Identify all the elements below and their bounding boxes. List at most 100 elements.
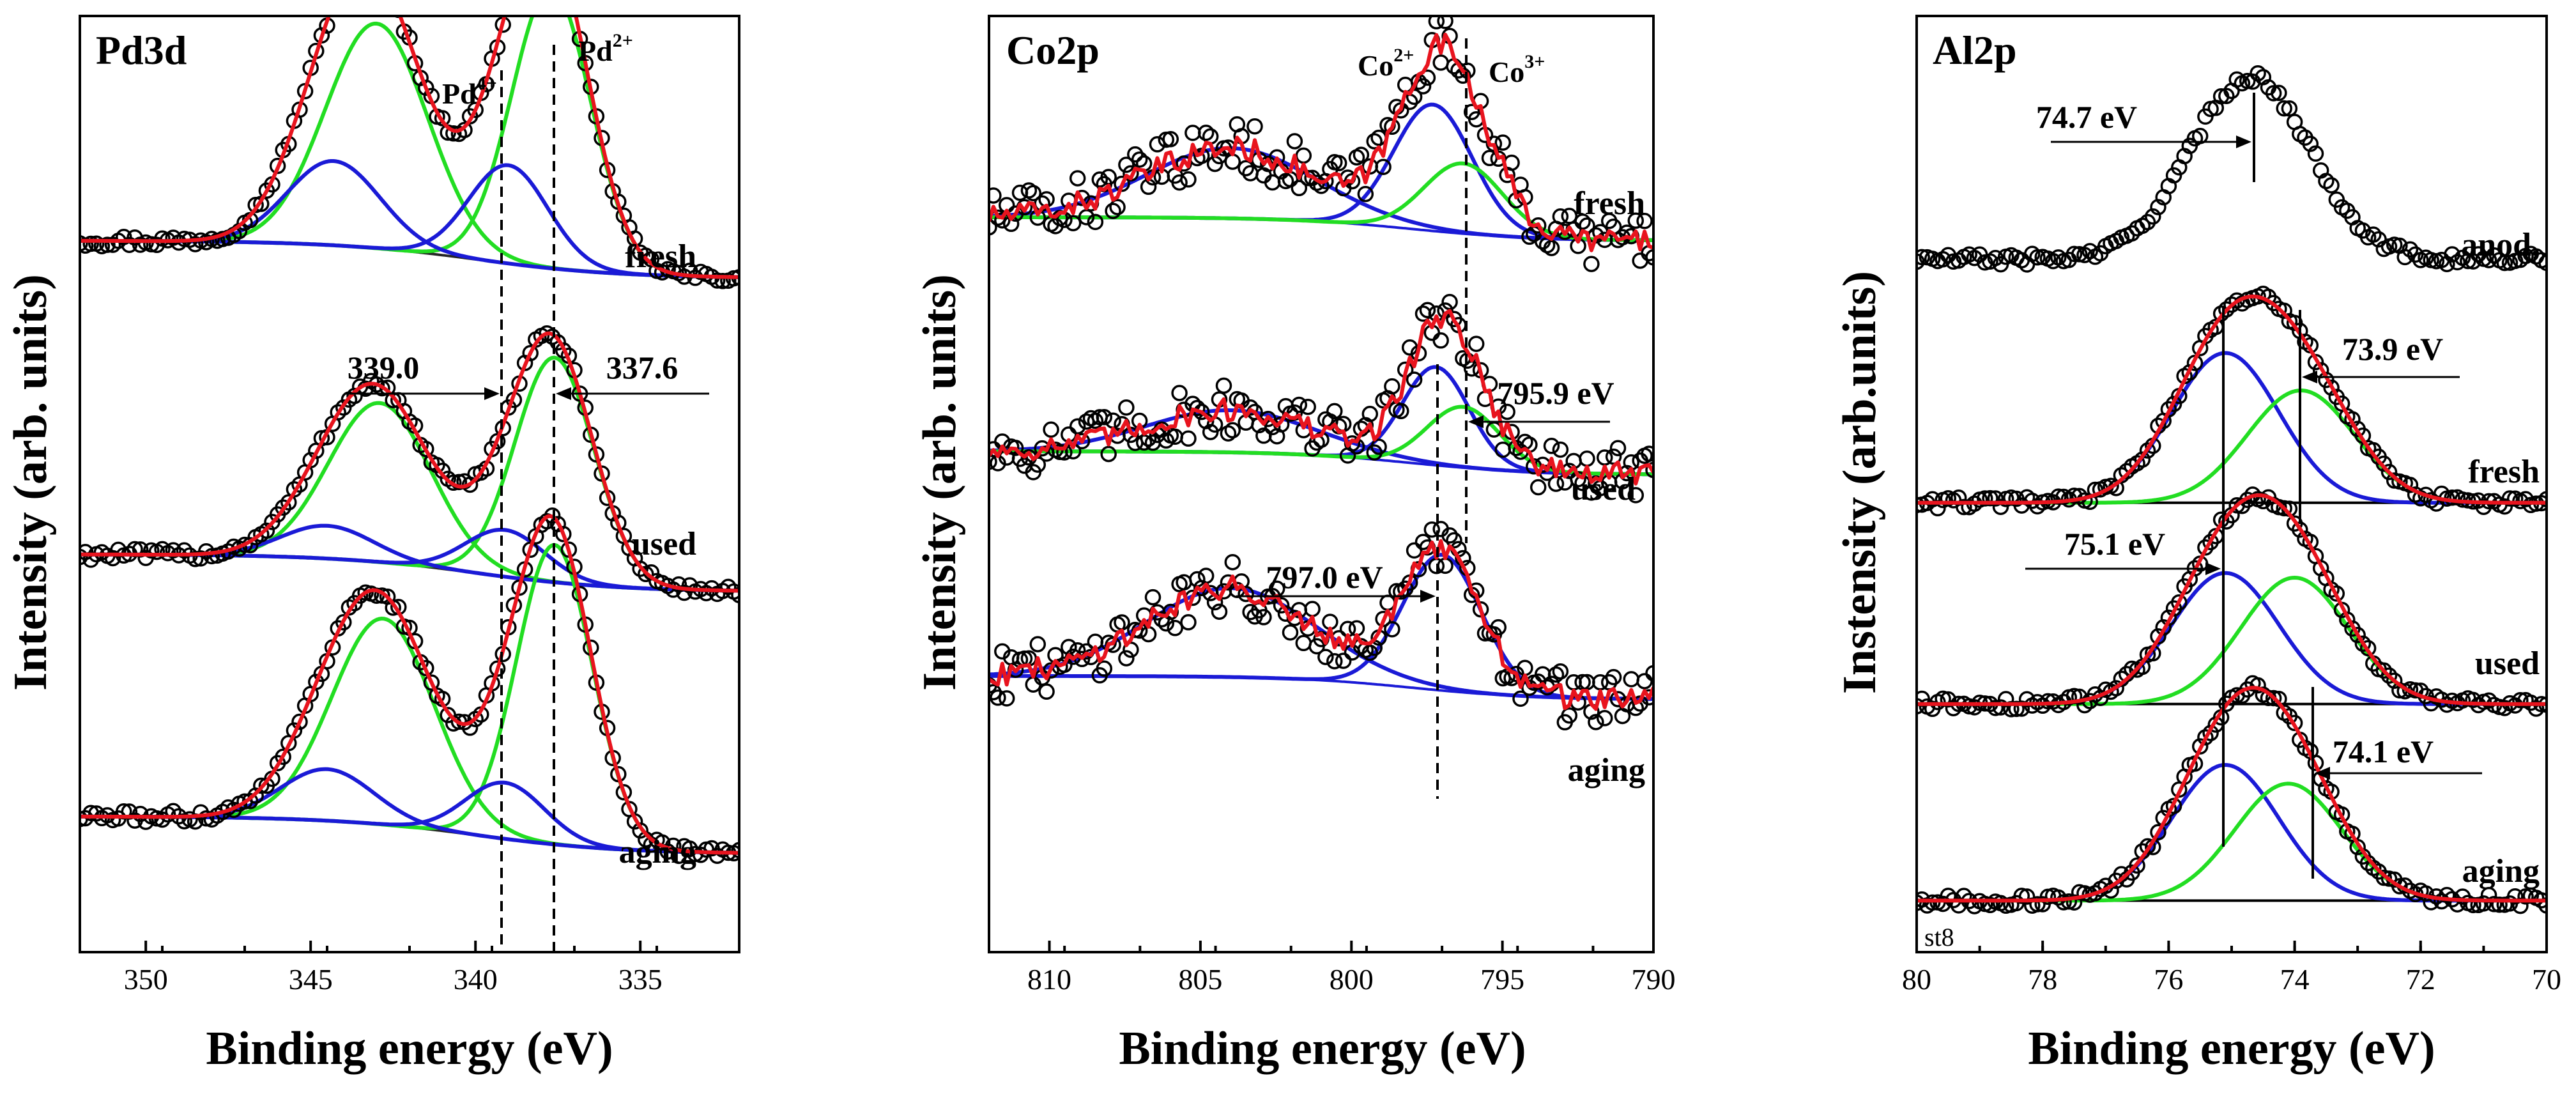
co-data-point [1025,185,1042,201]
al-data-point [2197,539,2214,556]
co-data-point [1087,412,1104,429]
co-data-point [1162,130,1179,148]
al-data-point [2391,878,2408,895]
al-data-point [2071,688,2088,705]
al-data-point [2271,84,2287,102]
al-data-point [1917,253,1925,270]
co-data-point [1543,438,1560,454]
pd-data-point [502,0,516,6]
al-data-point [2527,700,2545,717]
pd-data-point [335,614,352,631]
co-data-point [1441,527,1458,544]
al-data-point [2538,897,2547,914]
al-data-point [2160,401,2177,418]
co2p-annotation-795-9: 795.9 eV [1497,375,1614,411]
al-data-point [2165,167,2182,184]
al-data-point [1935,895,1951,913]
al-x-tick-label: 70 [2532,963,2561,996]
al2p-annotation-74-1: 74.1 eV [2333,734,2434,769]
co-data-point [1494,134,1512,151]
co-data-point [1384,118,1400,135]
co-data-point [1171,174,1188,191]
co-data-point [1114,614,1130,631]
al2p-annotation-74-7: 74.7 eV [2036,99,2137,135]
pd3d-arrow-339 [345,387,500,400]
al-data-point [2496,254,2513,272]
pd-envelope-fit [80,331,739,593]
pd-data-point [258,522,275,539]
co-data-point [1131,622,1148,639]
pd-data-point [82,235,99,252]
al-data-point [2307,145,2324,162]
co-data-point [1645,461,1653,479]
pd-data-point [80,548,88,566]
co-data-point [1384,620,1400,638]
co-data-point [1220,425,1237,442]
al-data-point [2013,888,2030,904]
al-data-point [2538,491,2547,507]
al-data-point [1956,498,1972,516]
al-data-point [2444,489,2460,506]
al-data-point [2239,72,2256,89]
co-data-point [1140,626,1157,643]
co-data-point [1238,585,1254,603]
co2p-x-ticks: 810 805 800 795 790 [988,941,1676,996]
pd-data-point [544,328,561,345]
co-data-point [1273,597,1290,614]
al2p-x-ticks: 80 78 76 74 72 70 [1902,941,2561,996]
al-data-point [2375,662,2393,679]
co-data-point [1641,445,1653,462]
co-data-point [1011,184,1029,201]
co-data-point [1623,671,1640,688]
al-data-point [2108,680,2124,697]
pd-data-point [80,235,88,252]
al2p-trace-label-fresh: fresh [2468,454,2540,490]
pd-data-point [165,229,181,246]
co2p-y-axis-label: Intensity (arb. units) [914,274,966,691]
pd-x-tick-label: 345 [289,963,333,996]
co-data-point [1552,208,1569,225]
al-data-point [2118,463,2135,480]
al-data-point [1917,497,1925,514]
co-data-point [1361,644,1379,661]
al-component-peak [1917,351,2547,505]
al-data-point [2013,497,2030,514]
co-data-point [989,219,997,236]
co-data-point [1180,430,1197,447]
al-x-tick-label: 80 [1902,963,1931,996]
co2p-plot-layer [989,16,1653,731]
al-data-point [2197,729,2214,746]
al-data-point [2512,691,2529,709]
co-data-point [1384,378,1400,395]
pd-data-point [445,474,462,491]
pd-data-point [331,0,345,1]
co-data-point [1118,650,1135,666]
al-data-point [2265,85,2282,102]
pd-data-point [670,576,687,593]
co-x-tick-label: 790 [1632,963,1676,996]
co-data-point [1189,399,1206,417]
co2p-peak-label-co2: Co2+ [1358,45,1414,82]
co-data-point [1211,148,1228,165]
co-data-point [1512,690,1529,707]
al-data-point [2359,640,2377,657]
pd-data-point [434,463,451,479]
pd3d-peak-label-pd2: Pd2+ [578,30,633,67]
co-data-point [1335,652,1352,669]
al-data-point [1924,491,1941,508]
co2p-plot-frame [988,15,1655,953]
co-data-point [1091,171,1108,188]
al-data-point [2191,128,2209,144]
al2p-y-axis-label: Instensity (arb.units) [1834,271,1886,694]
pd-x-tick-label: 350 [124,963,168,996]
co2p-trace-label-fresh: fresh [1574,185,1645,222]
co-data-point [1326,652,1343,670]
al-data-point [2323,177,2340,194]
pd-x-tick-label: 335 [618,963,663,996]
al-data-point [1977,490,1993,507]
co-data-point [1428,16,1445,30]
al-data-point [2066,245,2083,263]
co-data-point [1197,125,1215,141]
co-data-point [1574,213,1591,230]
al-data-point [1940,888,1957,904]
